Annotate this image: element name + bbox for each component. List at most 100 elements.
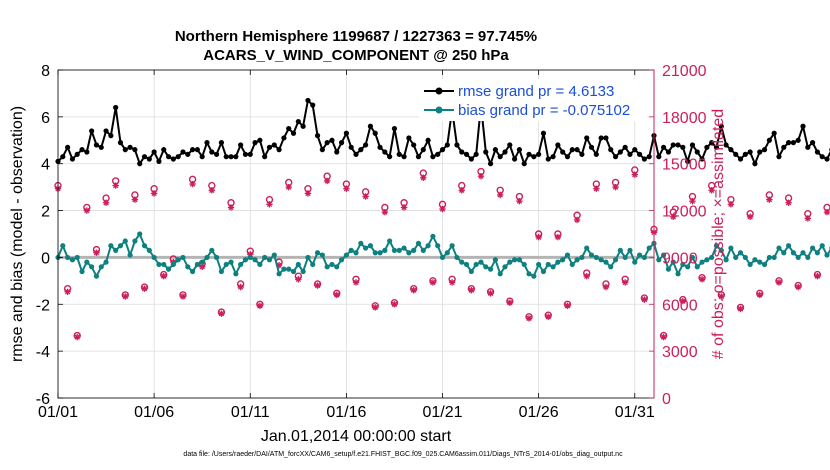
bias-point (180, 254, 186, 261)
obs-assimilated-point (218, 310, 225, 317)
bias-point (454, 254, 460, 261)
bias-point (608, 264, 614, 270)
bias-point (137, 231, 143, 237)
bias-point (598, 257, 604, 263)
obs-assimilated-point (256, 302, 264, 310)
bias-point (612, 257, 619, 263)
bias-point (329, 261, 335, 268)
rmse-point (641, 156, 647, 162)
obs-assimilated-point (362, 193, 369, 200)
bias-point (641, 254, 647, 261)
rmse-point (209, 149, 215, 155)
rmse-point (310, 102, 316, 108)
obs-assimilated-point (429, 279, 437, 286)
y2-tick-label-5: 15000 (662, 157, 707, 174)
rmse-point (262, 154, 268, 160)
obs-assimilated-point (458, 187, 465, 194)
rmse-point (334, 149, 340, 155)
obs-assimilated-point (737, 305, 744, 313)
legend-box (419, 79, 647, 121)
rmse-point (286, 125, 292, 132)
rmse-point (425, 137, 431, 143)
bias-point (338, 257, 345, 263)
bias-point (569, 261, 575, 268)
bias-point (718, 247, 724, 253)
bias-point (60, 243, 66, 249)
bias-point (430, 233, 436, 239)
obs-assimilated-point (766, 196, 773, 203)
rmse-point (363, 142, 369, 148)
rmse-point (790, 140, 796, 146)
rmse-point (117, 140, 124, 146)
obs-assimilated-point (621, 279, 629, 286)
bias-point (670, 259, 676, 265)
bias-point (286, 266, 292, 272)
rmse-point (632, 147, 638, 153)
legend-bias-label: bias grand pr = -0.075102 (458, 102, 630, 119)
rmse-point (781, 144, 787, 150)
rmse-point (694, 149, 700, 155)
rmse-point (526, 151, 532, 157)
obs-assimilated-point (448, 279, 456, 286)
obs-assimilated-point (381, 208, 389, 216)
rmse-point (579, 151, 585, 157)
rmse-point (805, 144, 811, 150)
rmse-point (300, 123, 306, 129)
rmse-point (516, 147, 523, 153)
bias-point (353, 250, 359, 256)
chart-title: Northern Hemisphere 1199687 / 1227363 = … (175, 28, 537, 45)
rmse-point (189, 147, 196, 153)
rmse-point (487, 161, 494, 167)
rmse-point (588, 144, 595, 150)
bias-point (728, 245, 734, 251)
rmse-point (132, 147, 138, 153)
bias-point (680, 261, 686, 268)
x-tick-label-4: 01/21 (422, 404, 462, 421)
bias-point (564, 252, 571, 258)
y-tick-label-7: 8 (41, 63, 50, 80)
rmse-point (79, 147, 85, 153)
rmse-point (329, 137, 335, 143)
bias-point (603, 259, 609, 265)
rmse-point (608, 147, 614, 153)
rmse-point (146, 156, 152, 162)
y2-axis-label: # of obs: o=possible; ×=assimilated (710, 109, 727, 359)
rmse-point (415, 154, 422, 160)
rmse-point (661, 144, 667, 150)
rmse-point (223, 154, 229, 160)
bias-point (314, 250, 321, 256)
rmse-point (372, 130, 378, 136)
rmse-point (819, 154, 825, 160)
rmse-point (752, 161, 758, 167)
x-tick-label-5: 01/26 (519, 404, 559, 421)
obs-assimilated-point (352, 279, 360, 286)
obs-assimilated-point (794, 283, 802, 291)
obs-assimilated-point (122, 293, 129, 300)
bias-point (555, 259, 561, 265)
rmse-point (810, 140, 816, 146)
rmse-point (257, 137, 263, 143)
bias-point (69, 257, 76, 263)
obs-assimilated-point (689, 198, 696, 205)
bias-point (810, 245, 816, 251)
bias-point (516, 257, 523, 263)
bias-point (276, 271, 282, 277)
bias-point (550, 264, 556, 270)
y-axis-label: rmse and bias (model - observation) (9, 106, 26, 362)
rmse-point (180, 149, 186, 155)
rmse-point (685, 158, 691, 164)
obs-assimilated-point (74, 333, 81, 341)
bias-point (781, 250, 787, 256)
rmse-point (502, 149, 508, 155)
rmse-point (252, 140, 258, 146)
bias-point (439, 254, 446, 261)
rmse-point (89, 128, 95, 134)
bias-point (310, 261, 316, 268)
rmse-point (194, 147, 200, 153)
bias-point (214, 254, 220, 261)
rmse-point (108, 133, 114, 139)
bias-point (305, 254, 311, 261)
bias-point (358, 240, 364, 246)
obs-assimilated-point (266, 201, 273, 208)
